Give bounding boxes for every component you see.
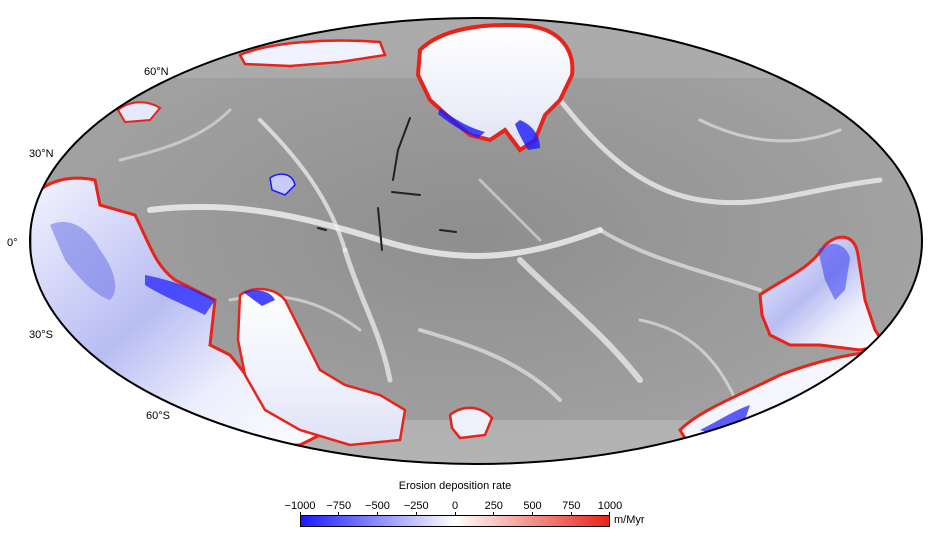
tick-label-750: 750 — [562, 500, 581, 512]
landmass-south-island — [448, 406, 494, 440]
tick-label-n750: −750 — [326, 500, 352, 512]
map-boundary — [29, 17, 923, 465]
unit-label: m/Myr — [614, 514, 645, 526]
tick-label-1000: 1000 — [597, 500, 623, 512]
tick-mark — [338, 512, 339, 516]
landmass-south-central — [236, 287, 407, 447]
tick-label-0: 0 — [451, 500, 459, 512]
map-panel: 60°N 30°N 0° 30°S 60°S — [7, 17, 923, 465]
lat-label-60s: 60°S — [146, 410, 170, 422]
tick-mark — [532, 512, 533, 516]
ocean-ridges — [118, 97, 883, 412]
legend: Erosion deposition rate −1000 −750 −500 … — [0, 470, 946, 546]
tick-label-n500: −500 — [365, 500, 390, 512]
tick-label-500: 500 — [523, 500, 542, 512]
ocean-trenches — [317, 117, 457, 251]
tick-mark — [571, 512, 572, 516]
tick-mark — [300, 512, 301, 516]
tick-label-n1000: −1000 — [284, 500, 316, 512]
tick-mark — [609, 512, 610, 516]
landmass-north — [415, 23, 575, 153]
tick-mark — [377, 512, 378, 516]
lat-label-30n: 30°N — [29, 148, 54, 160]
legend-title: Erosion deposition rate — [398, 480, 512, 492]
tick-mark — [455, 512, 456, 516]
lat-label-60n: 60°N — [144, 66, 169, 78]
lat-label-30s: 30°S — [29, 329, 53, 341]
landmass-arctic-west — [238, 39, 387, 68]
tick-label-250: 250 — [484, 500, 503, 512]
colorbar — [300, 515, 610, 527]
tick-mark — [416, 512, 417, 516]
tick-label-n250: −250 — [403, 500, 429, 512]
landmass-east — [758, 235, 888, 352]
mollweide-map — [29, 17, 923, 465]
lat-label-equator: 0° — [7, 237, 18, 249]
tick-mark — [493, 512, 494, 516]
